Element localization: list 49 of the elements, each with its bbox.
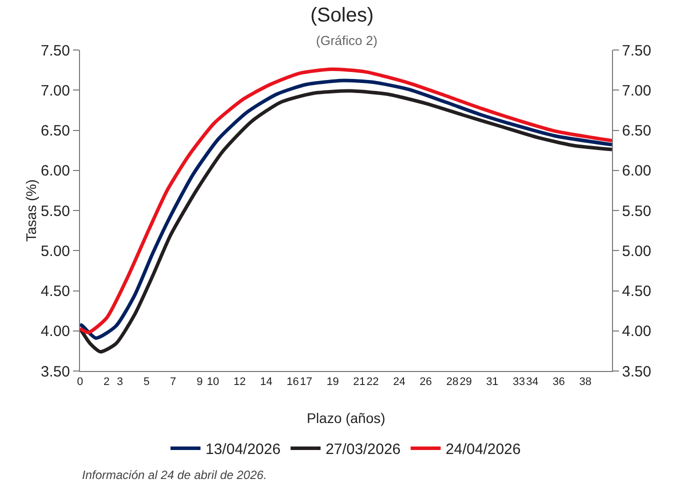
y2-tick-label: 3.50 — [622, 363, 652, 380]
x-tick-label: 5 — [143, 376, 150, 388]
y2-tick-label: 4.00 — [622, 323, 652, 340]
y-axis-title: Tasas (%) — [22, 179, 39, 242]
y-tick-label: 3.50 — [40, 363, 70, 380]
x-tick-label: 16 — [286, 376, 299, 388]
y-tick-label: 7.00 — [40, 82, 70, 100]
chart-title: (Soles) — [310, 4, 374, 26]
x-tick-label: 38 — [579, 376, 592, 388]
x-tick-label: 14 — [260, 376, 272, 388]
x-tick-label: 22 — [366, 376, 379, 388]
x-tick-label: 9 — [196, 376, 203, 388]
y2-tick-label: 7.00 — [622, 82, 652, 100]
y-tick-label: 5.00 — [40, 242, 70, 260]
x-tick-label: 31 — [486, 376, 498, 388]
y-tick-label: 6.00 — [40, 162, 70, 180]
x-tick-label: 24 — [393, 376, 406, 388]
x-tick-label: 2 — [104, 376, 110, 388]
x-tick-label: 28 — [446, 376, 459, 388]
x-tick-label: 33 — [512, 376, 526, 388]
x-tick-label: 26 — [420, 376, 432, 388]
y-tick-label: 7.50 — [40, 42, 70, 60]
y2-tick-label: 4.50 — [622, 283, 652, 300]
x-tick-label: 17 — [300, 376, 312, 388]
y-tick-label: 6.50 — [40, 122, 70, 140]
y2-tick-label: 5.50 — [622, 202, 652, 220]
x-tick-label: 21 — [353, 376, 366, 388]
x-tick-label: 10 — [206, 376, 220, 388]
y2-tick-label: 6.50 — [622, 122, 652, 140]
y2-tick-label: 5.00 — [622, 242, 652, 260]
x-tick-label: 34 — [526, 376, 538, 388]
y-tick-label: 5.50 — [40, 202, 70, 220]
x-tick-label: 3 — [116, 376, 123, 388]
legend-label: 27/03/2026 — [326, 441, 401, 458]
legend-label: 13/04/2026 — [206, 441, 281, 458]
y-tick-label: 4.00 — [40, 323, 70, 340]
y2-tick-label: 7.50 — [622, 42, 652, 60]
chart-subtitle: (Gráfico 2) — [316, 33, 378, 48]
legend-label: 24/04/2026 — [446, 441, 521, 458]
x-tick-label: 12 — [233, 376, 246, 388]
x-tick-label: 0 — [76, 376, 84, 388]
x-axis-title: Plazo (años) — [306, 410, 386, 426]
x-tick-label: 7 — [170, 376, 176, 388]
y-tick-label: 4.50 — [40, 283, 70, 300]
x-tick-label: 29 — [460, 376, 472, 388]
x-tick-label: 19 — [326, 376, 339, 388]
text: Información al 24 de abril de 2026. — [82, 468, 267, 482]
y2-tick-label: 6.00 — [622, 162, 652, 180]
x-tick-label: 36 — [552, 376, 565, 388]
